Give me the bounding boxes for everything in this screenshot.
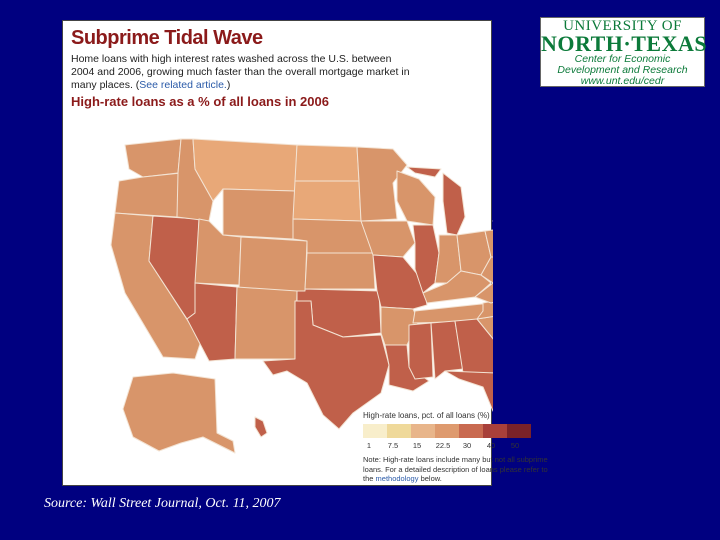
chart-title: Subprime Tidal Wave — [71, 27, 263, 49]
methodology-link[interactable]: methodology — [375, 474, 419, 483]
legend-note: Note: High-rate loans include many but n… — [363, 455, 553, 484]
state-south-dakota — [292, 180, 362, 222]
related-article-link[interactable]: See related article. — [139, 79, 227, 91]
state-virginia — [474, 282, 493, 304]
state-kentucky — [422, 270, 492, 304]
legend-tick: 15 — [412, 441, 422, 450]
legend-swatch — [483, 424, 507, 438]
lead-body: Home loans with high interest rates wash… — [71, 53, 410, 91]
state-mississippi — [408, 322, 434, 380]
map-subtitle: High-rate loans as a % of all loans in 2… — [71, 94, 329, 109]
legend-swatch — [363, 424, 387, 438]
map-panel: Subprime Tidal Wave Home loans with high… — [62, 20, 548, 486]
legend-tick: 30 — [462, 441, 472, 450]
logo-line-university: UNIVERSITY OF — [563, 18, 682, 34]
state-louisiana — [384, 344, 430, 392]
legend-title: High-rate loans, pct. of all loans (%) — [363, 411, 490, 420]
state-florida — [444, 370, 493, 412]
legend-tick: 40 — [486, 441, 496, 450]
state-wyoming — [222, 188, 296, 240]
state-texas — [262, 300, 390, 430]
legend-color-bar — [363, 424, 531, 438]
state-colorado — [238, 236, 308, 294]
note-end: below. — [420, 474, 442, 483]
logo-line-url: www.unt.edu/cedr — [580, 75, 665, 87]
source-caption: Source: Wall Street Journal, Oct. 11, 20… — [44, 496, 281, 511]
lead-end: ) — [226, 79, 231, 91]
unt-cedr-logo: UNIVERSITY OF NORTH·TEXAS Center for Eco… — [540, 17, 708, 87]
legend-tick: 1 — [366, 441, 372, 450]
legend-tick: 22.5 — [435, 441, 451, 450]
state-illinois — [412, 224, 440, 294]
us-states-map — [110, 138, 493, 454]
state-new-mexico — [234, 286, 298, 360]
state-kansas — [304, 252, 376, 290]
logo-line-north-texas: NORTH·TEXAS — [541, 31, 708, 56]
state-hawaii — [254, 416, 268, 438]
state-iowa — [360, 220, 416, 258]
logo-line-center: Center for Economic — [574, 53, 671, 65]
note-text: Note: High-rate loans include many but n… — [363, 455, 548, 483]
state-pennsylvania — [484, 229, 493, 258]
state-wisconsin — [396, 170, 436, 226]
legend-swatch — [387, 424, 411, 438]
legend-swatch — [435, 424, 459, 438]
state-oregon — [114, 172, 182, 218]
state-washington — [124, 138, 182, 178]
state-minnesota — [356, 146, 408, 222]
state-alabama — [430, 320, 464, 380]
legend-tick: 50 — [510, 441, 520, 450]
logo-line-development: Development and Research — [557, 64, 688, 76]
state-north-dakota — [294, 144, 360, 182]
state-missouri — [372, 254, 428, 310]
state-south-carolina — [476, 316, 493, 340]
legend-ticks: 1 7.5 15 22.5 30 40 50 — [363, 441, 543, 453]
state-west-virginia — [480, 256, 493, 284]
legend-swatch — [507, 424, 531, 438]
state-north-carolina — [476, 300, 493, 320]
legend-tick: 7.5 — [387, 441, 399, 450]
legend-swatch — [459, 424, 483, 438]
state-alaska — [122, 372, 236, 454]
lead-text: Home loans with high interest rates wash… — [71, 53, 411, 92]
legend-swatch — [411, 424, 435, 438]
state-georgia — [454, 318, 493, 374]
